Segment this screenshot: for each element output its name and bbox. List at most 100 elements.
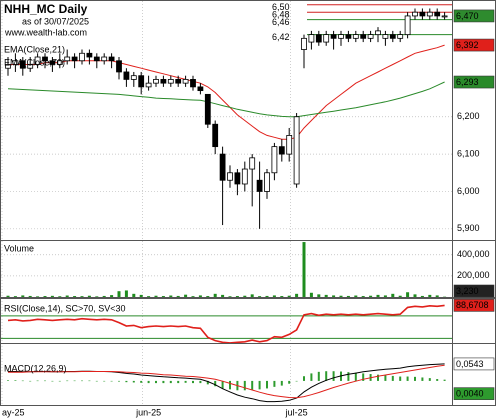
candle-body — [34, 56, 41, 65]
legend-entry: EMA(Close,70) — [4, 57, 65, 67]
histogram-bar — [73, 380, 76, 382]
bar — [58, 296, 62, 297]
histogram-bar — [36, 380, 39, 382]
histogram-bar — [147, 380, 150, 384]
candle-body — [49, 60, 56, 65]
bar — [43, 296, 47, 297]
candle-body — [345, 34, 352, 39]
histogram-bar — [21, 380, 24, 382]
level-label: 6,46 — [272, 17, 290, 27]
histogram-bar — [95, 380, 98, 382]
candle-body — [323, 34, 330, 43]
candle-body — [293, 116, 300, 185]
bar — [36, 296, 40, 297]
bar — [13, 296, 17, 297]
candle-body — [330, 34, 337, 39]
value-label: 88,6708 — [456, 300, 489, 310]
histogram-bar — [132, 380, 135, 383]
histogram-bar — [399, 376, 402, 381]
bar — [354, 295, 358, 297]
candle-body — [249, 157, 256, 170]
candle-body — [204, 93, 211, 125]
candle-body — [116, 60, 122, 73]
candle-body — [264, 172, 270, 192]
bar — [87, 295, 91, 297]
candle-body — [27, 64, 34, 69]
line — [8, 364, 445, 399]
value-box — [453, 387, 495, 400]
bar — [169, 295, 173, 297]
histogram-bar — [243, 380, 246, 391]
histogram-bar — [14, 380, 17, 381]
candle-body — [404, 15, 411, 36]
candle-body — [234, 172, 241, 185]
candle-body — [389, 34, 396, 39]
histogram-bar — [125, 380, 128, 383]
value-box — [453, 284, 495, 298]
candle-body — [367, 34, 374, 39]
bar — [391, 293, 395, 297]
candle-body — [71, 56, 78, 62]
bar — [191, 296, 195, 297]
histogram-bar — [377, 374, 379, 381]
candle-body — [42, 56, 48, 62]
candle-body — [182, 79, 189, 84]
histogram-bar — [118, 380, 120, 382]
bar — [272, 295, 276, 297]
candle-body — [338, 34, 344, 39]
candle-body — [93, 56, 100, 62]
bar — [369, 295, 373, 297]
candle-body — [19, 60, 26, 69]
histogram-bar — [192, 380, 194, 384]
histogram-bar — [266, 380, 268, 389]
candle-body — [175, 79, 182, 84]
value-box — [453, 75, 495, 89]
level-label: 6,50 — [272, 2, 290, 12]
bar — [132, 293, 136, 297]
bar — [206, 296, 210, 297]
value-box — [453, 357, 495, 371]
histogram-bar — [303, 376, 305, 381]
histogram-bar — [414, 376, 416, 381]
bar — [235, 296, 239, 297]
line — [7, 304, 445, 344]
histogram-bar — [51, 380, 54, 382]
histogram-bar — [229, 380, 231, 390]
bar — [221, 294, 225, 297]
value-box — [453, 9, 495, 23]
value-label: 6,392 — [456, 40, 479, 50]
bar — [198, 295, 202, 297]
candle-body — [441, 15, 448, 18]
bar — [413, 294, 417, 297]
candle-body — [434, 11, 441, 17]
candle-body — [227, 172, 233, 181]
bar — [346, 295, 350, 297]
chart-subtitle: as of 30/07/2025 — [22, 16, 89, 26]
bar — [339, 295, 343, 297]
bar — [435, 295, 439, 297]
bar — [428, 294, 432, 297]
value-label: 3,230 — [456, 286, 479, 296]
histogram-bar — [421, 377, 424, 381]
line — [7, 81, 445, 118]
bar — [376, 294, 380, 297]
value-label: 6,293 — [456, 77, 479, 87]
plot: 5,900 6,000 6,100 6,200 6,506,486,46 6,42 200,… — [1, 1, 490, 405]
histogram-bar — [44, 380, 46, 382]
y-tick-label: 6,200 — [457, 111, 480, 121]
candle-body — [101, 56, 108, 62]
bar — [161, 296, 165, 297]
candle-body — [197, 86, 204, 92]
candle-body — [153, 79, 159, 84]
bar — [258, 296, 262, 297]
histogram-bar — [280, 380, 283, 386]
bar — [324, 294, 328, 297]
legend-entry: EMA(Close,21) — [4, 44, 65, 54]
candle-body — [352, 34, 359, 39]
bar — [213, 293, 217, 297]
histogram-bar — [406, 376, 409, 381]
candle-body — [12, 60, 19, 65]
candle-body — [219, 153, 226, 181]
bar — [228, 296, 232, 297]
y-tick-label: 6,000 — [457, 186, 480, 196]
